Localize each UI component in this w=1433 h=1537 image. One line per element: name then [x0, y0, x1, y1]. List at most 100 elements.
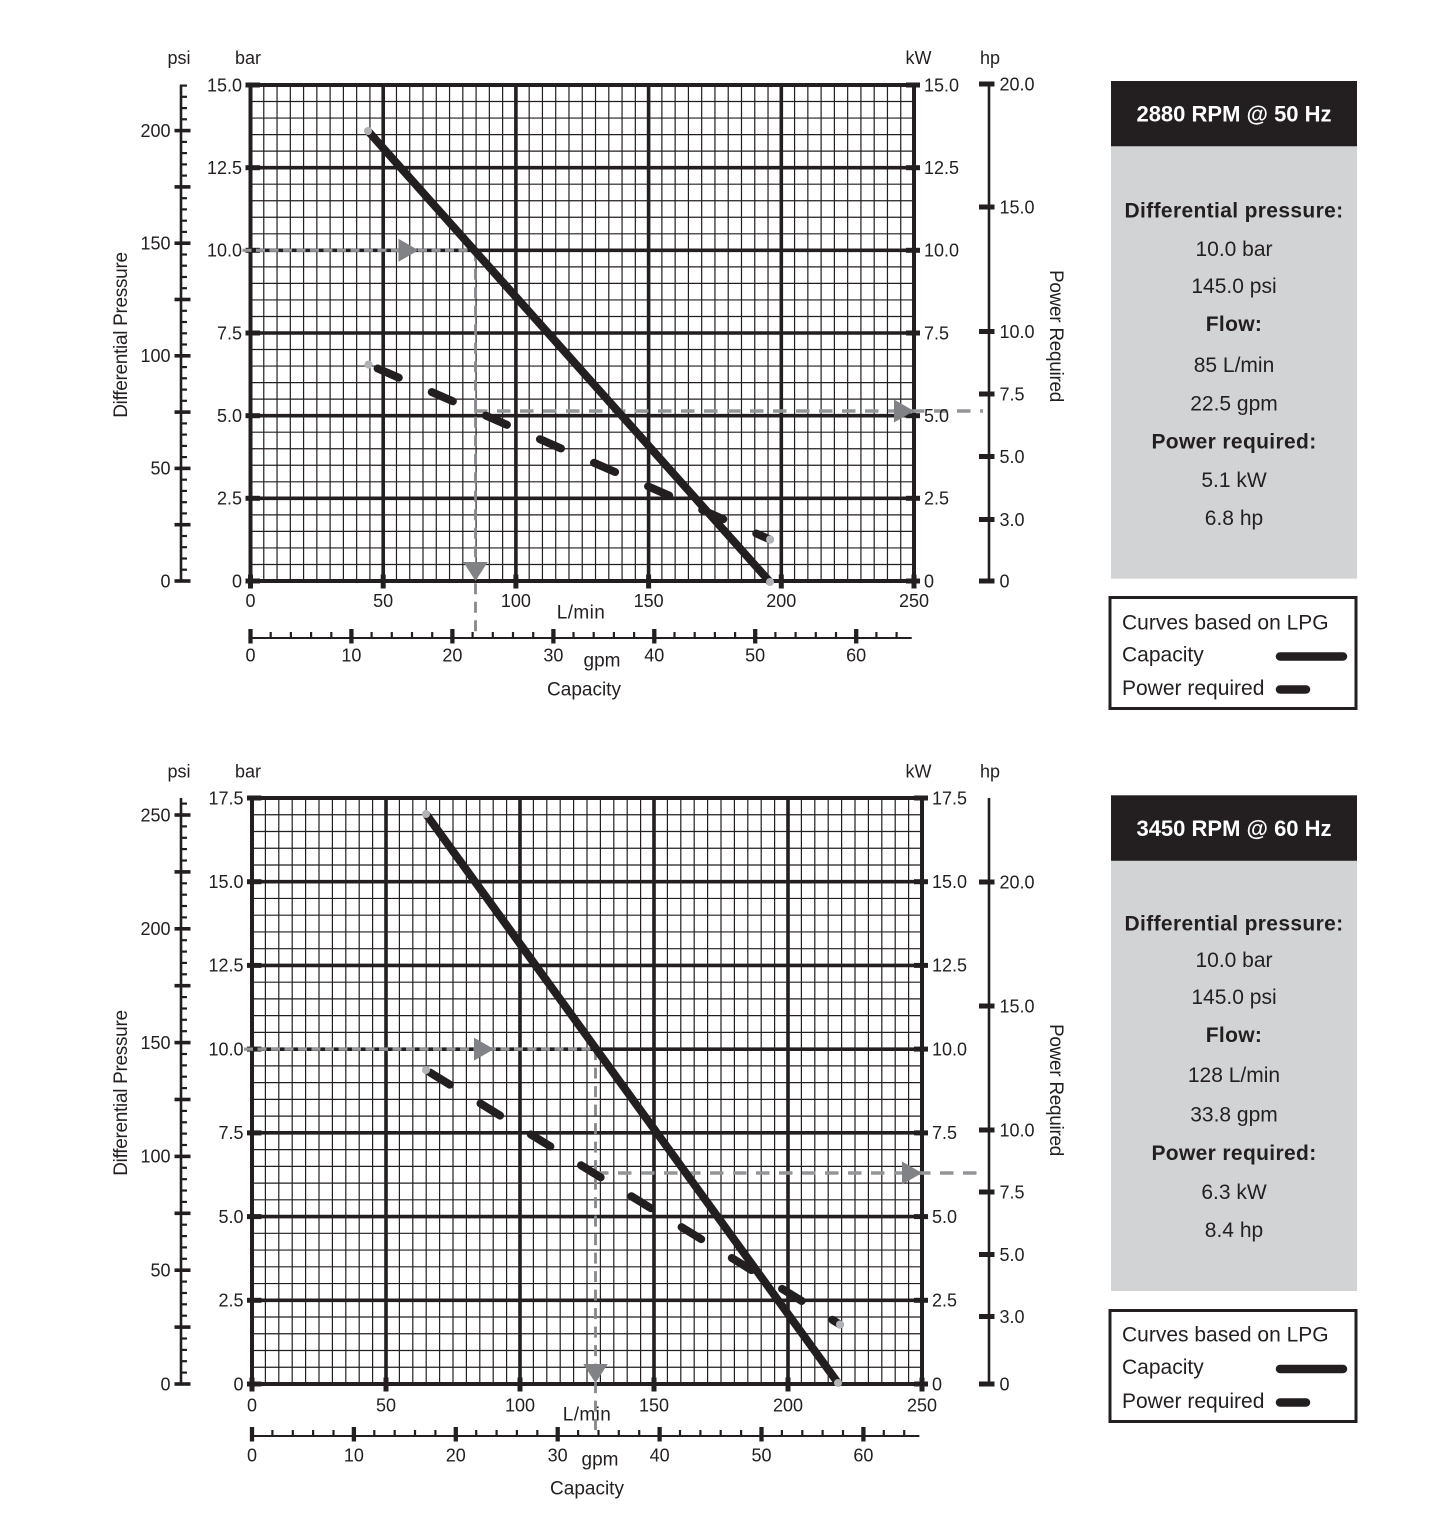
svg-text:L/min: L/min [557, 603, 605, 624]
svg-text:200: 200 [140, 919, 170, 939]
svg-text:128 L/min: 128 L/min [1188, 1064, 1280, 1087]
svg-text:psi: psi [167, 48, 190, 68]
svg-text:7.5: 7.5 [218, 1123, 243, 1143]
svg-text:6.3 kW: 6.3 kW [1201, 1181, 1267, 1204]
svg-text:17.5: 17.5 [932, 788, 967, 808]
svg-text:145.0 psi: 145.0 psi [1191, 986, 1276, 1009]
svg-text:Curves based on LPG: Curves based on LPG [1122, 1324, 1329, 1347]
svg-text:5.0: 5.0 [932, 1207, 957, 1227]
svg-text:kW: kW [906, 761, 932, 781]
svg-text:60: 60 [846, 645, 866, 665]
svg-text:15.0: 15.0 [932, 872, 967, 892]
svg-text:50: 50 [150, 459, 170, 479]
svg-text:0: 0 [245, 645, 255, 665]
svg-text:Power required:: Power required: [1151, 431, 1316, 454]
svg-text:250: 250 [140, 805, 170, 825]
svg-text:0: 0 [1000, 1374, 1010, 1394]
svg-text:15.0: 15.0 [208, 872, 243, 892]
svg-text:100: 100 [140, 346, 170, 366]
svg-text:20.0: 20.0 [1000, 872, 1035, 892]
svg-text:5.0: 5.0 [1000, 1245, 1025, 1265]
svg-text:Flow:: Flow: [1206, 1024, 1263, 1047]
svg-text:0: 0 [932, 1374, 942, 1394]
svg-text:100: 100 [140, 1147, 170, 1167]
svg-text:Power required: Power required [1122, 1390, 1264, 1413]
svg-text:2.5: 2.5 [217, 489, 242, 509]
svg-text:6.8 hp: 6.8 hp [1205, 507, 1263, 530]
svg-text:Capacity: Capacity [547, 680, 621, 701]
svg-text:40: 40 [650, 1445, 670, 1465]
svg-text:150: 150 [639, 1395, 669, 1415]
svg-text:Capacity: Capacity [1122, 644, 1204, 667]
svg-text:bar: bar [235, 761, 261, 781]
svg-text:40: 40 [644, 645, 664, 665]
svg-text:Power required:: Power required: [1151, 1142, 1316, 1165]
svg-text:145.0 psi: 145.0 psi [1191, 275, 1276, 298]
svg-text:10.0: 10.0 [1000, 1120, 1035, 1140]
svg-text:150: 150 [140, 1033, 170, 1053]
svg-text:10: 10 [341, 645, 361, 665]
svg-text:3.0: 3.0 [1000, 1307, 1025, 1327]
svg-text:250: 250 [899, 591, 929, 611]
svg-text:85 L/min: 85 L/min [1194, 354, 1275, 377]
svg-text:Differential pressure:: Differential pressure: [1125, 913, 1344, 936]
svg-text:15.0: 15.0 [924, 75, 959, 95]
svg-text:33.8 gpm: 33.8 gpm [1190, 1104, 1278, 1127]
svg-text:0: 0 [245, 591, 255, 611]
svg-text:7.5: 7.5 [1000, 1182, 1025, 1202]
svg-text:50: 50 [751, 1445, 771, 1465]
svg-text:30: 30 [543, 645, 563, 665]
svg-text:10.0: 10.0 [1000, 322, 1035, 342]
svg-text:Capacity: Capacity [1122, 1356, 1204, 1379]
svg-text:50: 50 [150, 1261, 170, 1281]
svg-text:0: 0 [160, 571, 170, 591]
svg-text:20.0: 20.0 [1000, 74, 1035, 94]
svg-text:Flow:: Flow: [1206, 313, 1263, 336]
svg-text:0: 0 [1000, 571, 1010, 591]
svg-text:7.5: 7.5 [924, 323, 949, 343]
svg-text:200: 200 [140, 121, 170, 141]
svg-text:15.0: 15.0 [1000, 197, 1035, 217]
svg-text:12.5: 12.5 [208, 956, 243, 976]
svg-text:10.0: 10.0 [932, 1039, 967, 1059]
svg-text:7.5: 7.5 [932, 1123, 957, 1143]
svg-text:5.0: 5.0 [217, 406, 242, 426]
svg-text:60: 60 [853, 1445, 873, 1465]
svg-text:12.5: 12.5 [207, 158, 242, 178]
svg-text:22.5 gpm: 22.5 gpm [1190, 393, 1278, 416]
svg-text:10: 10 [344, 1445, 364, 1465]
svg-text:15.0: 15.0 [207, 75, 242, 95]
svg-text:100: 100 [505, 1395, 535, 1415]
svg-text:Capacity: Capacity [550, 1479, 624, 1500]
svg-text:3.0: 3.0 [1000, 510, 1025, 530]
svg-text:250: 250 [907, 1395, 937, 1415]
svg-text:0: 0 [232, 571, 242, 591]
svg-text:bar: bar [235, 48, 261, 68]
svg-text:2.5: 2.5 [932, 1291, 957, 1311]
svg-text:psi: psi [167, 761, 190, 781]
svg-text:3450 RPM @ 60 Hz: 3450 RPM @ 60 Hz [1136, 816, 1331, 841]
svg-text:17.5: 17.5 [208, 788, 243, 808]
svg-text:50: 50 [745, 645, 765, 665]
svg-text:5.0: 5.0 [924, 406, 949, 426]
svg-text:10.0 bar: 10.0 bar [1195, 949, 1272, 972]
svg-text:150: 150 [634, 591, 664, 611]
svg-text:150: 150 [140, 233, 170, 253]
svg-text:5.0: 5.0 [1000, 447, 1025, 467]
svg-text:12.5: 12.5 [924, 158, 959, 178]
svg-text:L/min: L/min [563, 1405, 611, 1426]
svg-text:5.0: 5.0 [218, 1207, 243, 1227]
svg-text:0: 0 [247, 1445, 257, 1465]
svg-text:10.0: 10.0 [208, 1039, 243, 1059]
svg-text:10.0 bar: 10.0 bar [1195, 238, 1272, 261]
svg-text:5.1 kW: 5.1 kW [1201, 469, 1267, 492]
svg-text:Curves based on LPG: Curves based on LPG [1122, 611, 1329, 634]
svg-text:gpm: gpm [582, 1450, 619, 1471]
svg-text:2.5: 2.5 [924, 489, 949, 509]
svg-text:200: 200 [773, 1395, 803, 1415]
svg-text:hp: hp [980, 761, 1000, 781]
svg-text:10.0: 10.0 [924, 241, 959, 261]
svg-text:Power Required: Power Required [1045, 270, 1066, 402]
svg-text:30: 30 [548, 1445, 568, 1465]
svg-text:Differential Pressure: Differential Pressure [111, 252, 132, 417]
